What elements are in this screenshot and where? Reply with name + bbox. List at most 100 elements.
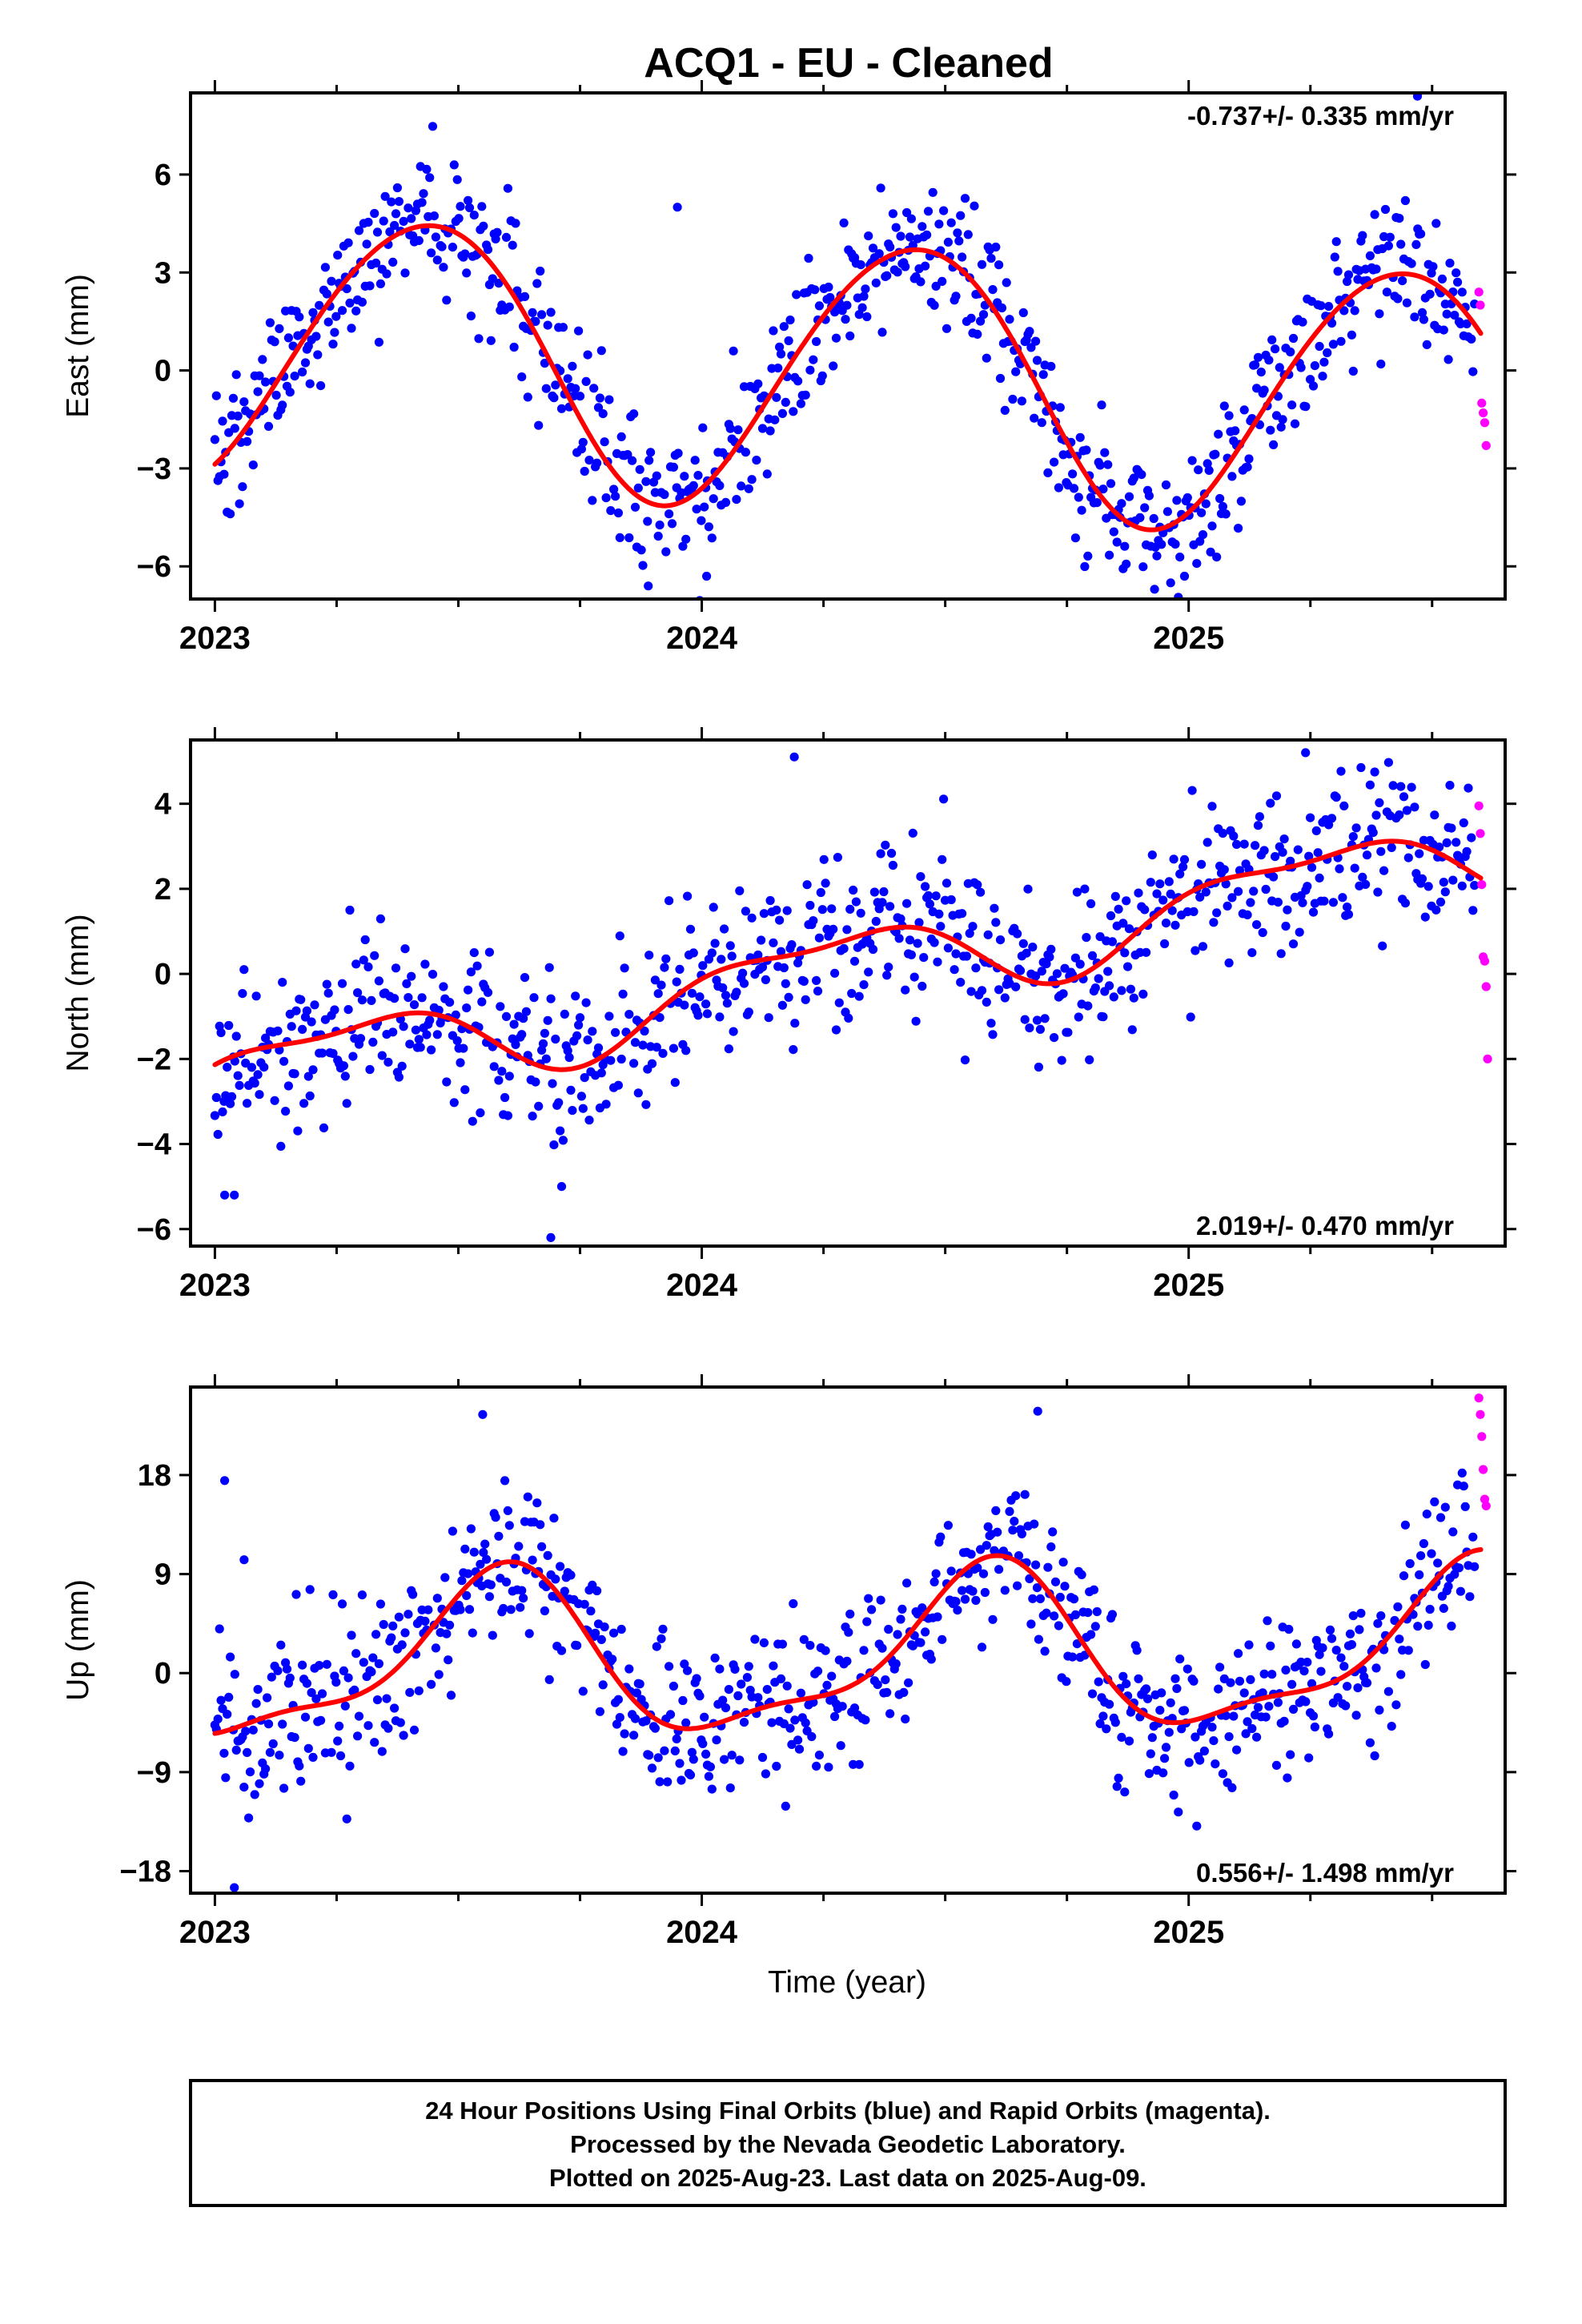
- east-final-point: [537, 310, 547, 320]
- north-final-point: [665, 896, 674, 906]
- north-final-point: [707, 948, 717, 958]
- up-final-point: [263, 1693, 272, 1703]
- north-final-point: [913, 939, 922, 948]
- up-final-point: [1043, 1562, 1053, 1572]
- up-final-point: [302, 1679, 311, 1688]
- north-final-point: [1197, 859, 1207, 869]
- east-final-point: [1239, 405, 1249, 415]
- north-final-point: [1167, 906, 1177, 915]
- east-final-point: [1318, 372, 1327, 381]
- up-final-point: [983, 1522, 993, 1532]
- north-final-point: [1311, 826, 1321, 835]
- north-final-point: [685, 924, 696, 934]
- north-final-point: [1407, 782, 1416, 792]
- north-final-point: [670, 1078, 680, 1088]
- north-final-point: [876, 849, 885, 858]
- up-final-point: [973, 1563, 982, 1573]
- east-final-point: [1467, 334, 1476, 344]
- up-final-point: [727, 1751, 737, 1760]
- east-final-point: [556, 404, 567, 413]
- up-final-point: [239, 1555, 249, 1565]
- north-final-point: [519, 1014, 528, 1023]
- up-final-point: [790, 1715, 800, 1725]
- north-final-point: [538, 1039, 548, 1048]
- up-final-point: [586, 1606, 596, 1616]
- north-final-point: [864, 967, 873, 977]
- east-final-point: [752, 456, 761, 465]
- north-final-point: [375, 914, 385, 923]
- east-final-point: [270, 337, 279, 347]
- north-final-point: [1063, 1027, 1073, 1037]
- north-final-point: [942, 879, 952, 888]
- east-final-point: [951, 292, 961, 301]
- north-final-point: [724, 1044, 734, 1054]
- north-final-point: [813, 987, 823, 996]
- east-final-point: [606, 506, 616, 516]
- north-final-point: [1042, 959, 1051, 969]
- up-final-point: [1112, 1782, 1122, 1791]
- east-final-point: [1214, 429, 1223, 439]
- east-final-point: [243, 436, 252, 446]
- east-final-point: [428, 122, 438, 131]
- east-final-point: [308, 308, 318, 317]
- north-final-point: [243, 1099, 252, 1108]
- north-final-point: [1146, 878, 1155, 887]
- east-final-point: [504, 302, 514, 312]
- up-final-point: [261, 1764, 271, 1774]
- east-final-point: [693, 471, 703, 480]
- north-final-point: [916, 872, 926, 882]
- up-final-point: [1069, 1594, 1079, 1604]
- north-final-point: [1279, 834, 1289, 844]
- up-final-point: [1318, 1643, 1327, 1653]
- east-final-point: [382, 269, 391, 279]
- up-final-point: [1355, 1625, 1364, 1634]
- north-final-point: [317, 1048, 327, 1058]
- up-final-point: [1396, 1670, 1406, 1679]
- north-final-point: [951, 949, 961, 959]
- north-final-point: [504, 1072, 514, 1081]
- up-final-point: [735, 1755, 745, 1765]
- east-final-point: [474, 334, 484, 344]
- north-final-point: [1348, 832, 1358, 842]
- up-final-point: [737, 1679, 746, 1689]
- up-final-point: [424, 1605, 433, 1614]
- north-final-point: [1459, 818, 1468, 828]
- east-final-point: [624, 533, 634, 543]
- north-final-point: [718, 983, 728, 993]
- east-final-point: [946, 218, 956, 227]
- up-final-point: [799, 1634, 809, 1644]
- east-final-point: [613, 508, 624, 518]
- north-final-point: [1179, 854, 1190, 864]
- up-final-point: [652, 1642, 661, 1651]
- north-final-point: [1435, 897, 1446, 907]
- north-final-point: [1046, 944, 1056, 954]
- up-final-point: [1033, 1406, 1042, 1416]
- up-final-point: [612, 1719, 622, 1729]
- north-final-point: [1336, 766, 1346, 776]
- up-rate-label: 0.556+/- 1.498 mm/yr: [1196, 1858, 1454, 1888]
- east-final-point: [1343, 270, 1354, 279]
- east-final-point: [942, 324, 952, 333]
- up-final-point: [1211, 1759, 1220, 1769]
- north-final-point: [859, 980, 869, 990]
- east-final-point: [970, 201, 979, 211]
- up-final-point: [710, 1653, 720, 1663]
- up-final-point: [469, 1547, 479, 1557]
- up-final-point: [1017, 1529, 1026, 1538]
- east-final-point: [1251, 360, 1260, 370]
- up-final-point: [215, 1624, 224, 1634]
- up-final-point: [1258, 1688, 1267, 1698]
- east-final-point: [313, 350, 323, 360]
- up-final-point: [1102, 1724, 1111, 1734]
- up-final-point: [1470, 1562, 1480, 1571]
- up-final-point: [1227, 1783, 1237, 1792]
- north-final-point: [1356, 762, 1366, 773]
- east-final-point: [549, 393, 559, 403]
- up-final-point: [1287, 1679, 1297, 1689]
- y-tick-label: −18: [120, 1856, 171, 1889]
- east-final-point: [517, 372, 527, 382]
- up-final-point: [1098, 1711, 1108, 1721]
- up-final-point: [1025, 1574, 1034, 1583]
- north-final-point: [695, 992, 705, 1002]
- east-final-point: [861, 284, 870, 294]
